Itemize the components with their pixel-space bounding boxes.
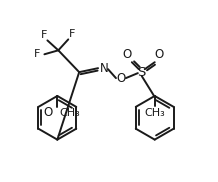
- Text: F: F: [34, 49, 41, 59]
- Text: O: O: [116, 72, 126, 85]
- Text: O: O: [43, 106, 52, 119]
- Text: O: O: [154, 48, 163, 61]
- Text: F: F: [69, 29, 75, 39]
- Text: F: F: [41, 30, 48, 40]
- Text: CH₃: CH₃: [144, 108, 165, 118]
- Text: CH₃: CH₃: [59, 108, 80, 118]
- Text: S: S: [138, 66, 146, 79]
- Text: N: N: [100, 62, 108, 75]
- Text: O: O: [122, 48, 131, 61]
